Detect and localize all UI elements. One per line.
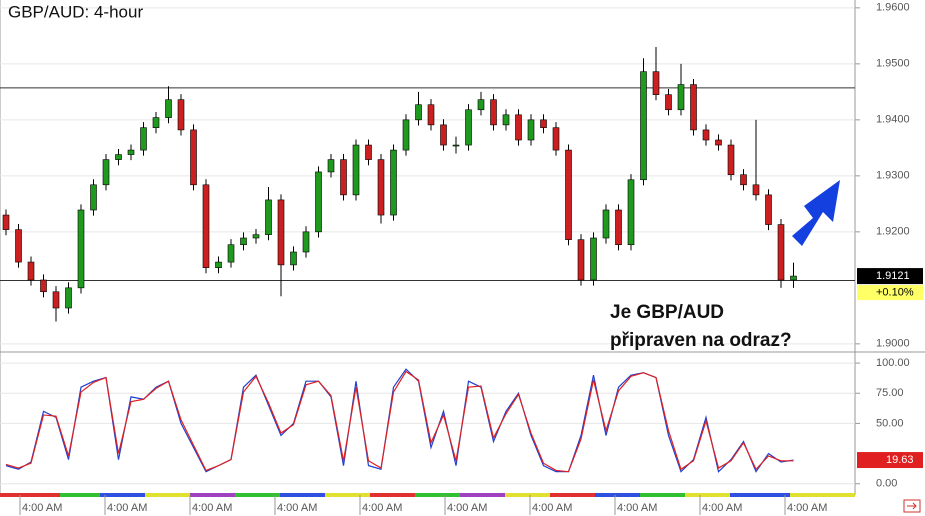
x-tick-label: 4:00 AM: [787, 502, 827, 514]
change-box: [857, 285, 923, 301]
candle-body: [52, 291, 60, 309]
candle-body: [665, 94, 672, 111]
candle-body: [190, 129, 197, 186]
x-tick-label: 4:00 AM: [107, 502, 147, 514]
candle-body: [752, 184, 760, 196]
x-tick-label: 4:00 AM: [22, 502, 62, 514]
x-tick-label: 4:00 AM: [702, 502, 742, 514]
candle-body: [127, 149, 135, 155]
candle-body: [252, 234, 260, 239]
x-tick-label: 4:00 AM: [277, 502, 317, 514]
y-tick-label: 1.9400: [876, 114, 910, 126]
candle-body: [177, 99, 185, 131]
candle-body: [640, 71, 647, 181]
candle-body: [90, 184, 97, 211]
candle-body: [702, 129, 710, 141]
y-tick-label: 75.00: [876, 387, 904, 399]
candle-body: [490, 99, 497, 126]
candle-body: [240, 237, 247, 246]
candle-body: [302, 231, 310, 253]
price-change: +0.10%: [876, 286, 914, 298]
candle-body: [290, 251, 297, 266]
x-tick-label: 4:00 AM: [532, 502, 572, 514]
candle-body: [327, 159, 335, 173]
candle-body: [140, 127, 147, 151]
price-box: [857, 268, 923, 285]
y-tick-label: 1.9300: [876, 170, 910, 182]
candle-body: [440, 124, 447, 146]
candle-body: [540, 119, 547, 128]
candle-body: [202, 184, 210, 268]
y-tick-label: 100.00: [876, 357, 910, 369]
candle-body: [265, 199, 272, 235]
candle-body: [652, 71, 660, 95]
candle-body: [27, 261, 35, 281]
candle-body: [527, 119, 535, 141]
candle-body: [465, 109, 472, 146]
candle-body: [340, 159, 347, 196]
candle-body: [552, 127, 560, 151]
candle-body: [602, 209, 610, 239]
candle-body: [777, 224, 785, 281]
candle-body: [615, 209, 622, 246]
stoch-value: 19.63: [886, 454, 914, 466]
candle-body: [577, 239, 585, 281]
candle-body: [477, 99, 485, 111]
x-tick-label: 4:00 AM: [617, 502, 657, 514]
candle-body: [502, 114, 510, 126]
candle-body: [215, 261, 222, 268]
candle-body: [315, 171, 322, 233]
candle-body: [77, 209, 85, 289]
candle-body: [402, 119, 410, 151]
candle-body: [415, 104, 422, 121]
up-arrow: [792, 180, 840, 246]
candle-body: [627, 179, 635, 246]
chart-title: GBP/AUD: 4-hour: [8, 2, 143, 21]
session-bar: [0, 493, 855, 497]
candle-body: [40, 279, 47, 293]
annotation: Je GBP/AUD: [610, 302, 724, 323]
candle-body: [277, 199, 285, 266]
x-tick-label: 4:00 AM: [447, 502, 487, 514]
candle-body: [352, 144, 360, 196]
candle-body: [152, 117, 160, 128]
y-tick-label: 1.9000: [876, 338, 910, 350]
x-tick-label: 4:00 AM: [192, 502, 232, 514]
candle-body: [690, 84, 697, 131]
candle-body: [790, 275, 797, 281]
candle-body: [65, 287, 72, 309]
candle-body: [727, 144, 735, 176]
candle-body: [765, 194, 772, 225]
x-tick-label: 4:00 AM: [362, 502, 402, 514]
candle-body: [452, 144, 460, 147]
stoch-line: [5, 370, 794, 473]
candle-body: [515, 114, 522, 141]
candle-body: [677, 84, 685, 111]
candle-body: [715, 139, 722, 146]
annotation: připraven na odraz?: [610, 330, 792, 351]
stoch-box: [857, 452, 923, 469]
candle-body: [115, 154, 122, 160]
candle-body: [227, 244, 235, 263]
candle-body: [590, 237, 597, 281]
last-price: 1.9121: [876, 270, 910, 282]
candle-body: [565, 149, 572, 240]
candle-body: [165, 99, 172, 118]
y-tick-label: 0.00: [876, 478, 897, 490]
candle-body: [102, 159, 110, 186]
y-tick-label: 50.00: [876, 417, 904, 429]
y-tick-label: 1.9600: [876, 2, 910, 14]
y-tick-label: 1.9500: [876, 58, 910, 70]
y-tick-label: 1.9200: [876, 226, 910, 238]
candle-body: [15, 229, 22, 263]
candle-body: [390, 149, 397, 216]
candle-body: [2, 214, 10, 230]
nav-icon: [903, 499, 921, 513]
candle-body: [427, 104, 435, 126]
candle-body: [365, 144, 372, 160]
candle-body: [740, 174, 747, 186]
candle-body: [377, 159, 385, 216]
